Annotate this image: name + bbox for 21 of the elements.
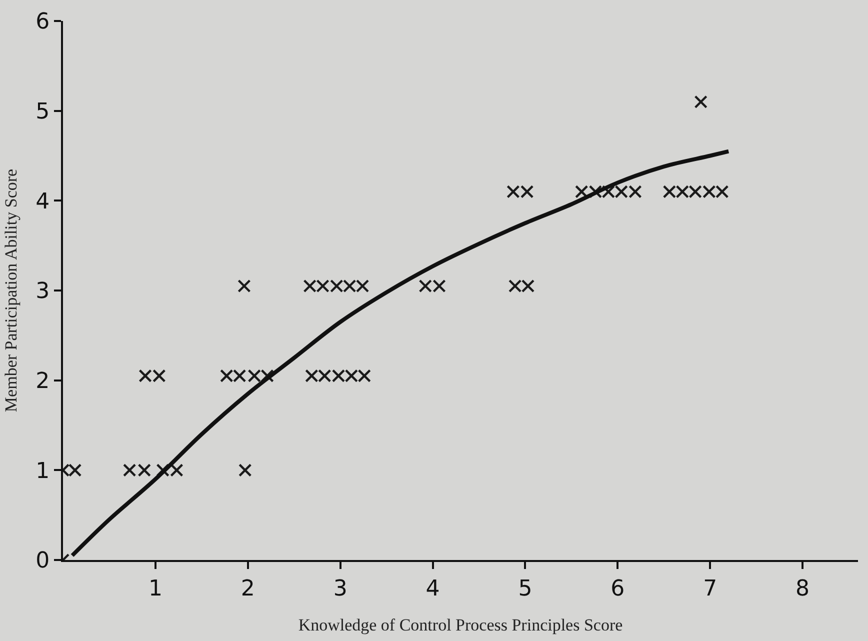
x-tick-label: 4 [426, 576, 440, 602]
x-axis-title: Knowledge of Control Process Principles Score [298, 615, 623, 634]
x-tick-label: 5 [518, 576, 532, 602]
x-tick-label: 7 [703, 576, 718, 602]
y-tick-label: 4 [36, 189, 50, 214]
line-series [70, 149, 731, 558]
x-tick-label: 3 [333, 576, 348, 602]
y-tick-label: 3 [36, 279, 50, 304]
y-tick-label: 2 [36, 369, 50, 394]
x-tick-label: 2 [240, 576, 255, 602]
point [694, 95, 708, 108]
x-tick-label: 8 [796, 576, 810, 602]
point [238, 464, 252, 477]
point [238, 279, 251, 293]
y-tick-label: 0 [36, 548, 50, 574]
y-tick-label: 6 [36, 10, 50, 35]
y-tick-label: 5 [36, 100, 50, 125]
x-tick-label: 1 [148, 576, 162, 602]
y-axis-title: Member Participation Ability Score [2, 168, 21, 412]
x-tick-label: 6 [610, 576, 625, 602]
y-tick-label: 1 [36, 458, 50, 484]
